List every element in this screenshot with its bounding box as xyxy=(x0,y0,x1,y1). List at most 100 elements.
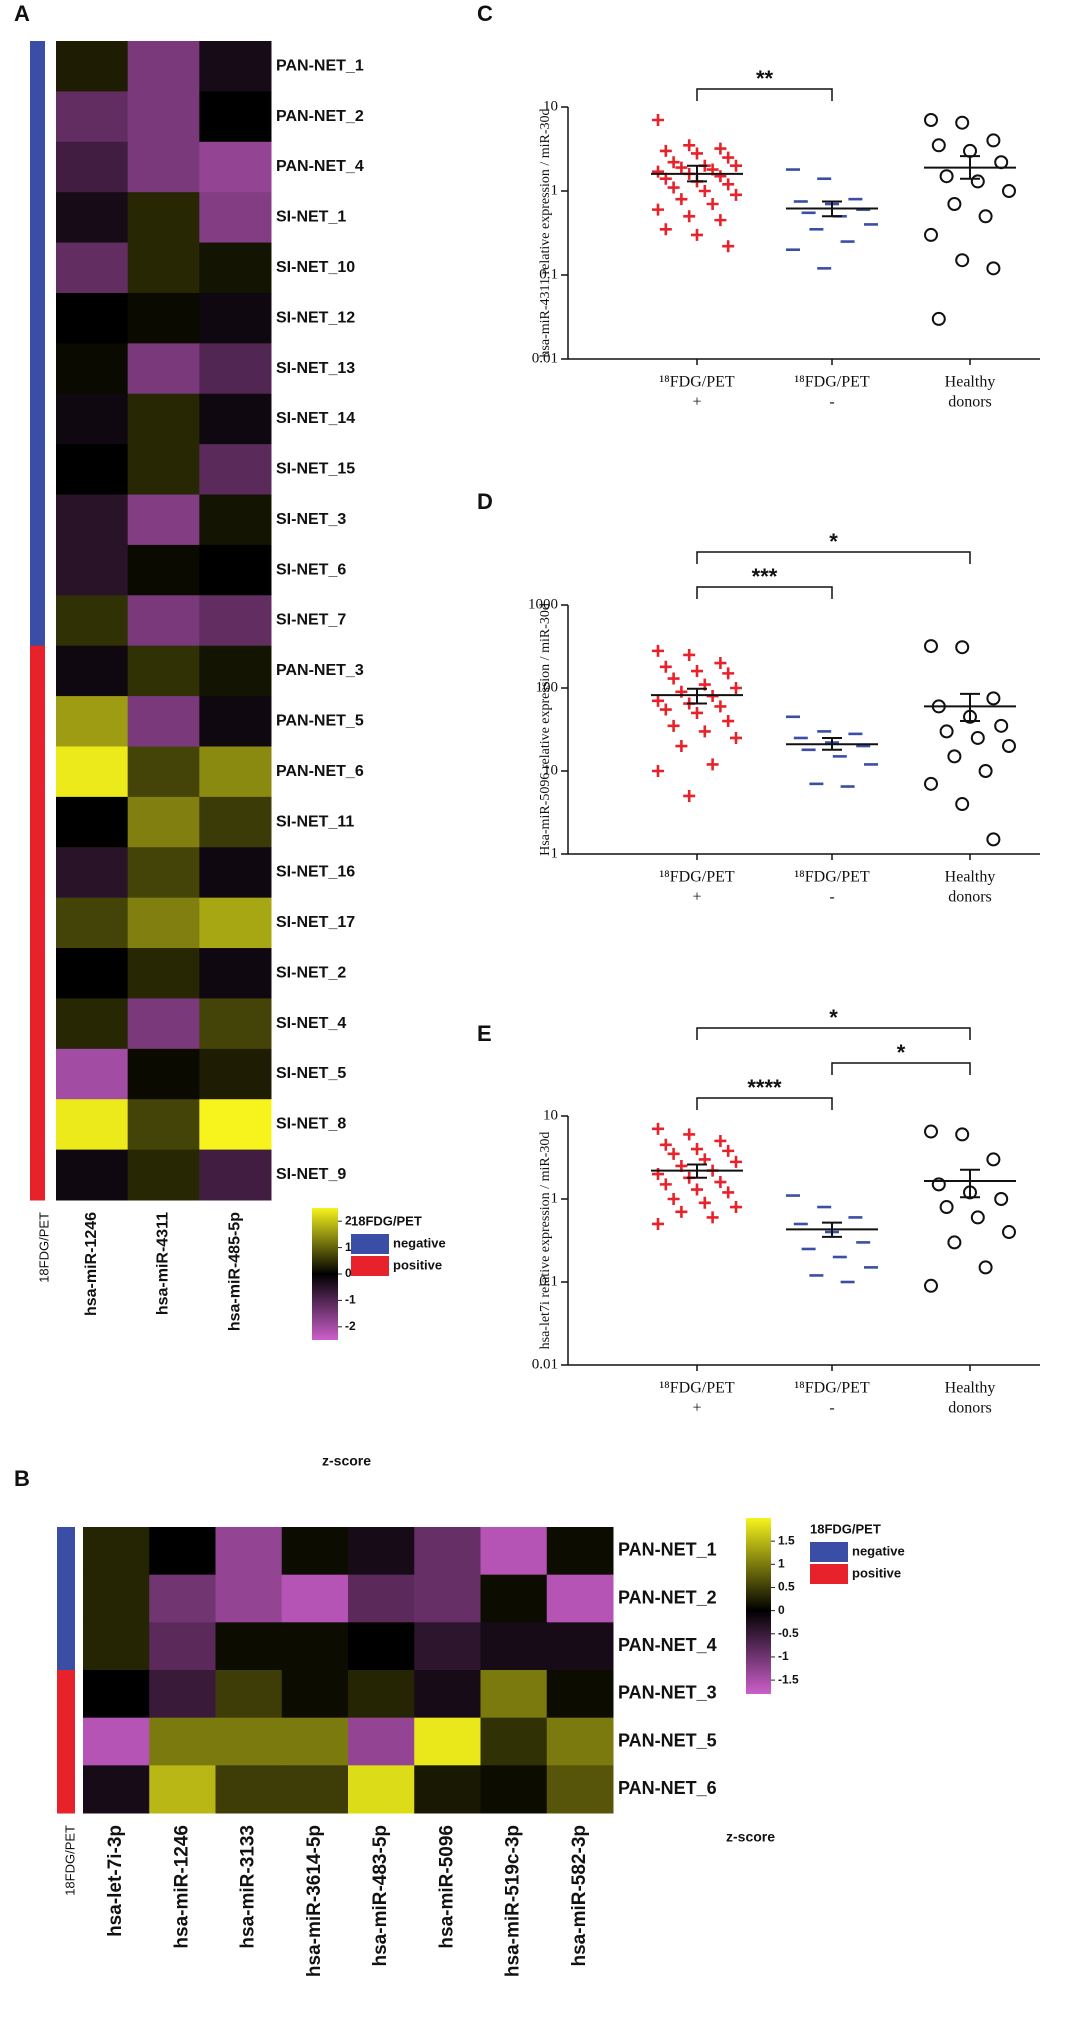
heatmap-cell xyxy=(149,1670,216,1719)
x-tick-label: + xyxy=(692,1400,701,1417)
point xyxy=(947,1235,962,1250)
point xyxy=(970,174,985,189)
heatmap-cell xyxy=(281,1717,349,1766)
heatmap-cell xyxy=(281,1574,349,1623)
significance-bracket xyxy=(696,551,971,564)
point xyxy=(675,161,688,174)
point xyxy=(659,703,672,716)
point xyxy=(986,261,1001,276)
heatmap-cell xyxy=(199,242,272,294)
group-bar xyxy=(57,1574,75,1623)
colorbar-tick-label: -1 xyxy=(778,1649,789,1663)
heatmap-cell xyxy=(480,1527,548,1576)
point xyxy=(659,144,672,157)
point xyxy=(986,832,1001,847)
group-bar xyxy=(57,1670,75,1719)
group-bar xyxy=(30,91,45,143)
y-tick-label: 1 xyxy=(551,182,559,198)
x-tick-label: Healthy xyxy=(945,374,996,391)
row-label: PAN-NET_5 xyxy=(276,713,364,730)
colorbar-tick-label: 0.5 xyxy=(778,1580,795,1594)
heatmap-cell xyxy=(199,645,272,697)
column-label: hsa-miR-3614-5p xyxy=(304,1825,325,1977)
heatmap-cell xyxy=(56,897,129,949)
heatmap-cell xyxy=(199,796,272,848)
point xyxy=(955,1127,970,1142)
point xyxy=(924,1278,938,1293)
point xyxy=(994,1192,1009,1206)
y-tick-label: 1 xyxy=(551,845,559,861)
point xyxy=(986,1152,1001,1167)
error-bar xyxy=(687,1163,707,1179)
heatmap-cell xyxy=(127,192,200,244)
heatmap-cell xyxy=(56,847,129,899)
group-bar xyxy=(30,192,45,244)
heatmap-cell xyxy=(215,1574,283,1623)
row-label: PAN-NET_6 xyxy=(618,1778,717,1798)
legend-label: positive xyxy=(852,1565,901,1580)
row-label: PAN-NET_1 xyxy=(276,57,364,74)
point xyxy=(714,1176,727,1189)
heatmap-cell xyxy=(127,897,200,949)
column-label: hsa-miR-483-5p xyxy=(370,1825,391,1967)
group-bar xyxy=(57,1717,75,1766)
colorbar-tick-label: -2 xyxy=(345,1319,356,1333)
point xyxy=(691,1183,703,1196)
group-bar xyxy=(30,948,45,999)
point xyxy=(994,155,1009,170)
heatmap-cell xyxy=(546,1765,614,1814)
panel-letter: A xyxy=(14,1,30,26)
row-label: SI-NET_16 xyxy=(276,864,355,881)
row-label: PAN-NET_2 xyxy=(276,108,364,125)
point xyxy=(955,797,970,812)
heatmap-cell xyxy=(56,141,129,193)
heatmap-cell xyxy=(199,897,272,949)
y-tick-label: 10 xyxy=(543,98,558,114)
row-label: SI-NET_15 xyxy=(276,461,355,478)
heatmap-cell xyxy=(56,595,129,647)
group-bar xyxy=(57,1765,75,1814)
panel-letter: B xyxy=(14,1466,30,1491)
heatmap-cell xyxy=(215,1622,283,1671)
significance-label: * xyxy=(829,529,838,554)
group-bar xyxy=(30,796,45,848)
x-tick-label: - xyxy=(829,394,834,411)
y-tick-label: 10 xyxy=(543,1107,558,1123)
point xyxy=(714,1134,727,1147)
point xyxy=(1002,739,1016,754)
point xyxy=(722,178,735,191)
y-tick-label: 0.1 xyxy=(539,1273,558,1289)
heatmap-cell xyxy=(56,1149,129,1201)
point xyxy=(698,185,711,197)
y-tick-label: 0.01 xyxy=(532,350,558,366)
row-label: SI-NET_7 xyxy=(276,612,346,629)
point xyxy=(714,214,727,227)
heatmap-cell xyxy=(414,1717,481,1766)
point xyxy=(730,731,742,744)
y-axis-label: hsa-let7i relative expression / miR-30d xyxy=(538,1132,553,1350)
point xyxy=(691,1143,703,1156)
point xyxy=(683,139,696,152)
significance-bracket xyxy=(696,88,833,101)
group-axis-label: 18FDG/PET xyxy=(36,1212,51,1283)
point xyxy=(955,640,970,655)
point xyxy=(722,715,735,728)
column-label: hsa-miR-4311 xyxy=(155,1212,172,1315)
point xyxy=(698,1153,711,1166)
heatmap-cell xyxy=(215,1527,283,1576)
group-bar xyxy=(30,847,45,899)
point xyxy=(730,682,742,694)
legend-label: negative xyxy=(393,1235,446,1250)
significance-bracket xyxy=(696,1097,833,1110)
heatmap-cell xyxy=(83,1717,150,1766)
heatmap-cell xyxy=(56,242,129,294)
point xyxy=(652,765,664,777)
column-label: hsa-miR-3133 xyxy=(238,1825,259,1949)
point xyxy=(722,240,735,253)
legend-label: positive xyxy=(393,1257,442,1272)
heatmap-cell xyxy=(348,1527,415,1576)
heatmap-cell xyxy=(414,1622,481,1671)
colorbar-label: z-score xyxy=(726,1829,775,1845)
group-bar xyxy=(30,292,45,344)
